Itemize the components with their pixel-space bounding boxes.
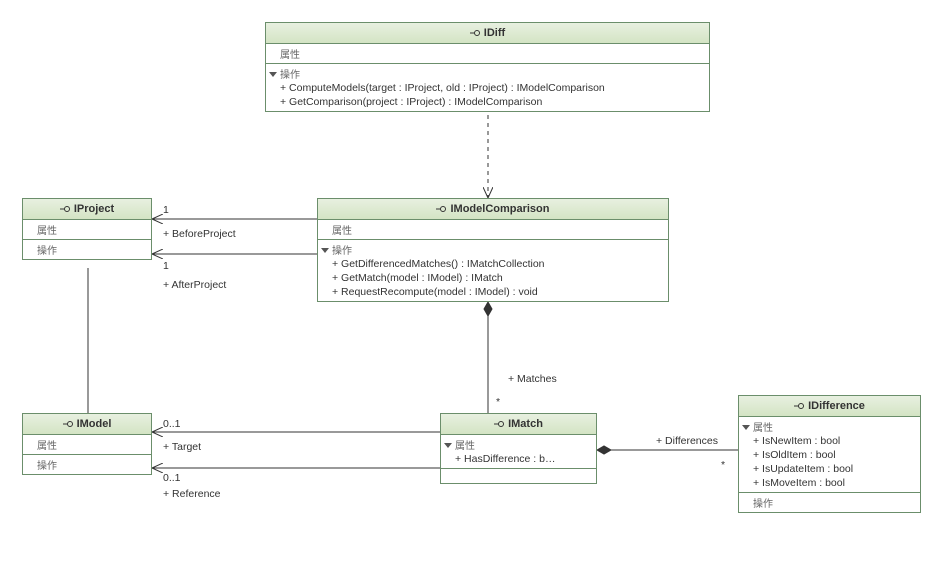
section-label: 属性 — [280, 50, 300, 61]
attribute: + IsNewItem : bool — [753, 434, 914, 448]
role-label: + BeforeProject — [163, 228, 236, 240]
operation: + RequestRecompute(model : IModel) : voi… — [332, 285, 662, 299]
section-label: 操作 — [37, 246, 57, 257]
role-label: + Target — [163, 441, 201, 453]
class-imatch[interactable]: IMatch 属性 + HasDifference : b… — [440, 413, 597, 484]
operation: + GetDifferencedMatches() : IMatchCollec… — [332, 257, 662, 271]
role-label: + Reference — [163, 488, 221, 500]
multiplicity-label: 0..1 — [163, 472, 181, 484]
attribute: + IsMoveItem : bool — [753, 476, 914, 490]
section-label: 属性 — [455, 441, 475, 452]
section-label: 属性 — [753, 423, 773, 434]
class-iproject[interactable]: IProject 属性 操作 — [22, 198, 152, 260]
operation: + ComputeModels(target : IProject, old :… — [280, 81, 703, 95]
role-label: + AfterProject — [163, 279, 226, 291]
multiplicity-label: 1 — [163, 260, 169, 272]
section-label: 操作 — [37, 461, 57, 472]
class-name: IModel — [77, 418, 112, 430]
class-header: IModelComparison — [318, 199, 668, 220]
expand-icon — [444, 443, 452, 448]
class-header: IModel — [23, 414, 151, 435]
attributes-section: 属性 — [23, 220, 151, 240]
operations-section: 操作 — [23, 455, 151, 474]
interface-icon — [494, 419, 504, 429]
interface-icon — [63, 419, 73, 429]
multiplicity-label: 1 — [163, 204, 169, 216]
operations-section — [441, 469, 596, 483]
operations-section: 操作 — [739, 493, 920, 512]
attributes-section: 属性 + IsNewItem : bool + IsOldItem : bool… — [739, 417, 920, 493]
multiplicity-label: * — [496, 396, 500, 408]
attributes-section: 属性 + HasDifference : b… — [441, 435, 596, 469]
expand-icon — [269, 72, 277, 77]
operations-section: 操作 — [23, 240, 151, 259]
attribute: + IsOldItem : bool — [753, 448, 914, 462]
multiplicity-label: 0..1 — [163, 418, 181, 430]
role-label: + Matches — [508, 373, 557, 385]
section-label: 属性 — [37, 226, 57, 237]
operations-section: 操作 + ComputeModels(target : IProject, ol… — [266, 64, 709, 111]
class-header: IDiff — [266, 23, 709, 44]
class-idiff[interactable]: IDiff 属性 操作 + ComputeModels(target : IPr… — [265, 22, 710, 112]
attributes-section: 属性 — [266, 44, 709, 64]
class-name: IMatch — [508, 418, 543, 430]
interface-icon — [470, 28, 480, 38]
interface-icon — [436, 204, 446, 214]
attribute: + IsUpdateItem : bool — [753, 462, 914, 476]
role-label: + Differences — [656, 435, 718, 447]
class-imodel[interactable]: IModel 属性 操作 — [22, 413, 152, 475]
section-label: 操作 — [280, 70, 300, 81]
interface-icon — [794, 401, 804, 411]
operation: + GetComparison(project : IProject) : IM… — [280, 95, 703, 109]
section-label: 属性 — [37, 441, 57, 452]
class-imodelcomparison[interactable]: IModelComparison 属性 操作 + GetDifferencedM… — [317, 198, 669, 302]
attributes-section: 属性 — [23, 435, 151, 455]
class-header: IDifference — [739, 396, 920, 417]
class-name: IModelComparison — [450, 203, 549, 215]
expand-icon — [742, 425, 750, 430]
interface-icon — [60, 204, 70, 214]
operation: + GetMatch(model : IModel) : IMatch — [332, 271, 662, 285]
class-header: IProject — [23, 199, 151, 220]
expand-icon — [321, 248, 329, 253]
operations-section: 操作 + GetDifferencedMatches() : IMatchCol… — [318, 240, 668, 301]
section-label: 操作 — [332, 246, 352, 257]
class-name: IProject — [74, 203, 114, 215]
section-label: 操作 — [753, 499, 773, 510]
attribute: + HasDifference : b… — [455, 452, 590, 466]
class-idifference[interactable]: IDifference 属性 + IsNewItem : bool + IsOl… — [738, 395, 921, 513]
class-name: IDifference — [808, 400, 865, 412]
class-name: IDiff — [484, 27, 505, 39]
attributes-section: 属性 — [318, 220, 668, 240]
section-label: 属性 — [332, 226, 352, 237]
class-header: IMatch — [441, 414, 596, 435]
multiplicity-label: * — [721, 459, 725, 471]
